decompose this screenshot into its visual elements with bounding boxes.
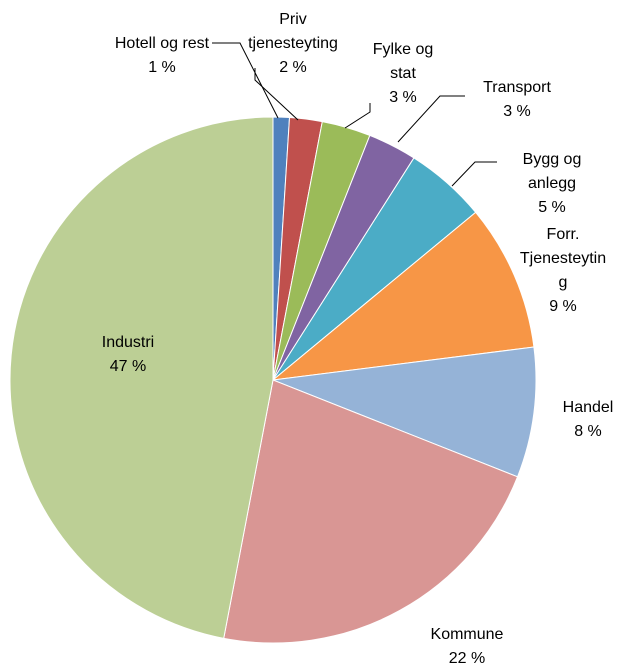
value-label: 9 % [549,298,577,315]
value-label: 22 % [448,650,486,667]
leader-line [212,42,279,119]
value-label: 1 % [148,59,176,76]
pie-slice [223,379,519,644]
pie-slice [272,346,537,478]
slice-label: Handel 8 % [548,396,624,444]
category-name: Transport [483,79,551,96]
category-name: Hotell og rest [114,35,210,52]
slice-label: Industri 47 % [78,331,178,379]
category-name: Handel [562,399,614,416]
slice-label: Kommune 22 % [412,623,522,667]
leader-line [254,68,299,121]
category-name: Priv tjenesteyting [248,11,338,52]
pie-slice [9,116,274,639]
value-label: 2 % [279,59,307,76]
leader-line [451,161,497,187]
category-name: Kommune [430,626,504,643]
value-label: 3 % [389,89,417,106]
slice-label: Priv tjenesteyting 2 % [247,8,339,80]
slice-label: Fylke og stat 3 % [358,38,448,110]
category-name: Industri [101,334,155,351]
value-label: 5 % [538,199,566,216]
category-name: Bygg og anlegg [522,151,582,192]
slice-label: Forr. Tjenesteyting 9 % [517,223,609,319]
slice-label: Transport 3 % [472,76,562,124]
category-name: Fylke og stat [372,41,434,82]
value-label: 47 % [109,358,147,375]
slice-label: Bygg og anlegg 5 % [512,148,592,220]
pie-slice [271,211,535,381]
slice-label: Hotell og rest 1 % [112,32,212,80]
category-name: Forr. Tjenesteyting [519,226,607,291]
leader-line [344,103,371,129]
leader-line [397,95,465,143]
value-label: 8 % [574,423,602,440]
value-label: 3 % [503,103,531,120]
